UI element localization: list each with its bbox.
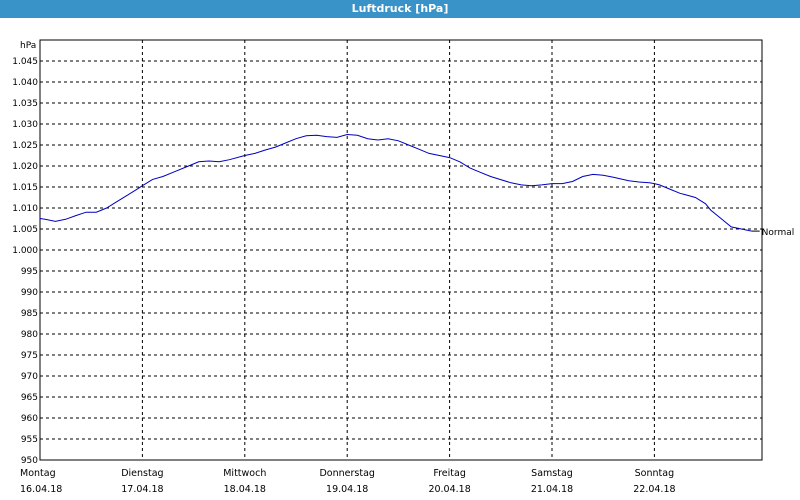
y-tick-label: 965 <box>21 393 38 403</box>
y-tick-label: 970 <box>21 372 38 382</box>
x-tick-day-label: Donnerstag <box>319 468 374 479</box>
x-tick-date-label: 18.04.18 <box>224 484 266 495</box>
y-tick-label: 950 <box>21 456 38 466</box>
y-axis: 950 955 960 965 970 975 980 985 990 995 1.000 1.005… <box>12 57 38 466</box>
y-tick-label: 1.005 <box>12 225 38 235</box>
y-tick-label: 1.015 <box>12 183 38 193</box>
y-tick-label: 1.010 <box>12 204 38 214</box>
y-tick-label: 1.035 <box>12 99 38 109</box>
y-tick-label: 985 <box>21 309 38 319</box>
y-tick-label: 1.040 <box>12 78 38 88</box>
window-title: Luftdruck [hPa] <box>0 0 800 18</box>
x-tick-date-label: 17.04.18 <box>121 484 163 495</box>
x-tick-date-label: 20.04.18 <box>428 484 470 495</box>
y-tick-label: 990 <box>21 288 38 298</box>
y-tick-label: 995 <box>21 267 38 277</box>
x-tick-day-label: Dienstag <box>121 468 163 479</box>
y-tick-label: 1.045 <box>12 57 38 67</box>
y-axis-label: hPa <box>20 41 36 51</box>
y-tick-label: 1.020 <box>12 162 38 172</box>
series-label: Normal <box>762 228 795 238</box>
series-line-normal <box>39 133 752 232</box>
x-tick-date-label: 21.04.18 <box>531 484 573 495</box>
y-tick-label: 1.030 <box>12 120 38 130</box>
x-tick-day-label: Mittwoch <box>223 468 266 479</box>
x-tick-date-label: 19.04.18 <box>326 484 368 495</box>
series-layer: Normal <box>39 133 795 238</box>
y-tick-label: 980 <box>21 330 38 340</box>
x-tick-day-label: Freitag <box>433 468 466 479</box>
y-tick-label: 975 <box>21 351 38 361</box>
x-tick-date-label: 22.04.18 <box>633 484 675 495</box>
y-tick-label: 1.025 <box>12 141 38 151</box>
x-axis: Montag 16.04.18 Dienstag 17.04.18 Mittwoch 18… <box>20 468 676 495</box>
x-tick-day-label: Montag <box>20 468 56 479</box>
x-tick-date-label: 16.04.18 <box>20 484 62 495</box>
x-tick-day-label: Sonntag <box>635 468 674 479</box>
grid-lines <box>40 40 762 460</box>
x-tick-day-label: Samstag <box>531 468 573 479</box>
y-tick-label: 955 <box>21 435 38 445</box>
y-tick-label: 1.000 <box>12 246 38 256</box>
y-tick-label: 960 <box>21 414 38 424</box>
